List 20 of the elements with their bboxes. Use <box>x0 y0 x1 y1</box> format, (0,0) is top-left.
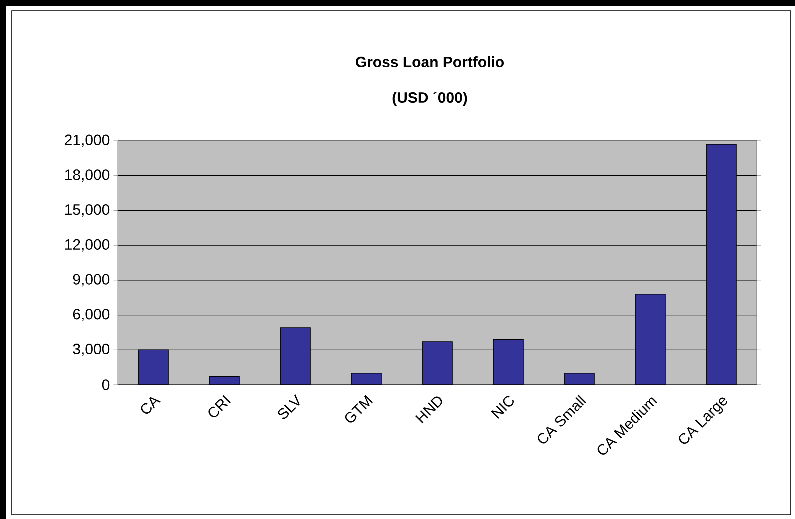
x-tick-label: CRI <box>208 395 231 418</box>
y-tick-label: 12,000 <box>65 239 110 252</box>
x-tick-label: NIC <box>491 396 514 420</box>
y-tick-label: 9,000 <box>73 274 110 287</box>
bar <box>138 350 169 385</box>
bar <box>635 294 666 385</box>
y-tick-label: 21,000 <box>65 134 110 148</box>
y-tick-label: 6,000 <box>73 309 110 322</box>
bar <box>706 144 737 385</box>
y-tick-label: 18,000 <box>65 170 110 182</box>
y-tick-label: 0 <box>102 380 110 390</box>
bar <box>280 328 311 385</box>
y-tick-label: 3,000 <box>73 344 110 356</box>
x-tick-label: SLV <box>278 394 300 420</box>
bar <box>493 339 524 385</box>
x-tick-label: CA <box>141 397 161 414</box>
chart-subtitle: (USD ´000) <box>392 92 468 106</box>
bar <box>422 342 453 385</box>
y-tick-label: 15,000 <box>65 204 110 217</box>
chart-title: Gross Loan Portfolio <box>356 56 504 68</box>
